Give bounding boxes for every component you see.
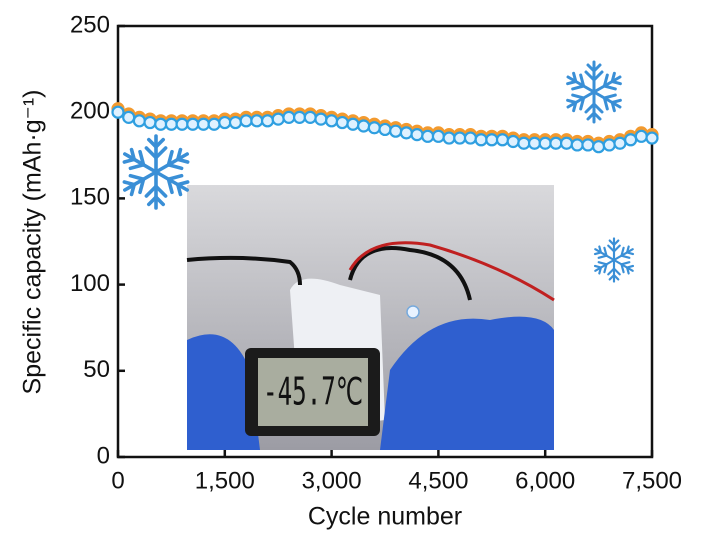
data-point [218, 115, 232, 130]
data-point [207, 117, 221, 131]
x-tick-label: 1,500 [195, 467, 255, 494]
data-point [303, 110, 317, 124]
data-point [378, 122, 392, 137]
data-point [485, 133, 499, 147]
data-point [581, 138, 595, 152]
data-point [357, 119, 371, 133]
x-tick-label: 3,000 [302, 467, 362, 494]
data-point [517, 136, 531, 150]
x-axis-label: Cycle number [308, 503, 462, 531]
data-point [421, 129, 435, 143]
data-point [399, 126, 413, 140]
y-tick-label: 50 [83, 356, 110, 383]
data-point [474, 133, 488, 147]
x-tick-label: 7,500 [622, 467, 682, 494]
data-point [453, 131, 467, 145]
data-point [570, 138, 584, 152]
data-point [239, 114, 253, 128]
data-point [527, 136, 542, 150]
data-point [634, 129, 648, 143]
data-point [271, 112, 285, 126]
data-point [645, 131, 659, 145]
data-point [335, 115, 349, 130]
snowflake [120, 136, 192, 208]
data-point [186, 117, 200, 131]
x-tick-label: 4,500 [408, 467, 468, 494]
x-tick-label: 0 [111, 467, 124, 494]
data-point [143, 115, 157, 130]
data-point [367, 121, 381, 135]
y-tick-label: 200 [70, 98, 110, 125]
data-point [314, 112, 328, 126]
data-point [154, 117, 168, 131]
data-point [346, 117, 360, 131]
data-point [164, 117, 178, 131]
data-point [506, 134, 520, 149]
x-tick-label: 6,000 [515, 467, 575, 494]
snowflake [592, 238, 635, 281]
data-point [196, 117, 211, 131]
thermometer-reading: -45.7℃ [263, 370, 363, 414]
data-point [292, 110, 307, 124]
plot-frame [116, 24, 654, 459]
inset-photo [186, 185, 555, 450]
data-point [549, 136, 563, 150]
data-point [260, 114, 275, 128]
data-point [442, 131, 456, 145]
y-tick-label: 100 [70, 270, 110, 297]
data-point [175, 117, 189, 131]
data-point [495, 133, 510, 147]
data-point [282, 110, 296, 124]
y-tick-label: 250 [70, 11, 110, 38]
data-point [559, 136, 574, 150]
data-point [624, 133, 638, 147]
snowflake [564, 62, 624, 122]
data-point [111, 105, 125, 119]
data-point [538, 136, 552, 150]
data-point [602, 138, 616, 152]
y-tick-label: 0 [97, 442, 110, 469]
data-point [250, 114, 264, 128]
data-point [463, 131, 478, 145]
data-point [325, 114, 339, 128]
data-point [389, 124, 403, 138]
data-point [613, 136, 627, 150]
data-point [228, 115, 243, 130]
data-point [431, 129, 445, 143]
y-axis-label: Specific capacity (mAh·g⁻¹) [19, 90, 47, 395]
data-point [122, 110, 136, 124]
data-point [132, 114, 146, 128]
data-point [410, 128, 424, 142]
y-tick-label: 150 [70, 184, 110, 211]
data-point [591, 140, 606, 154]
